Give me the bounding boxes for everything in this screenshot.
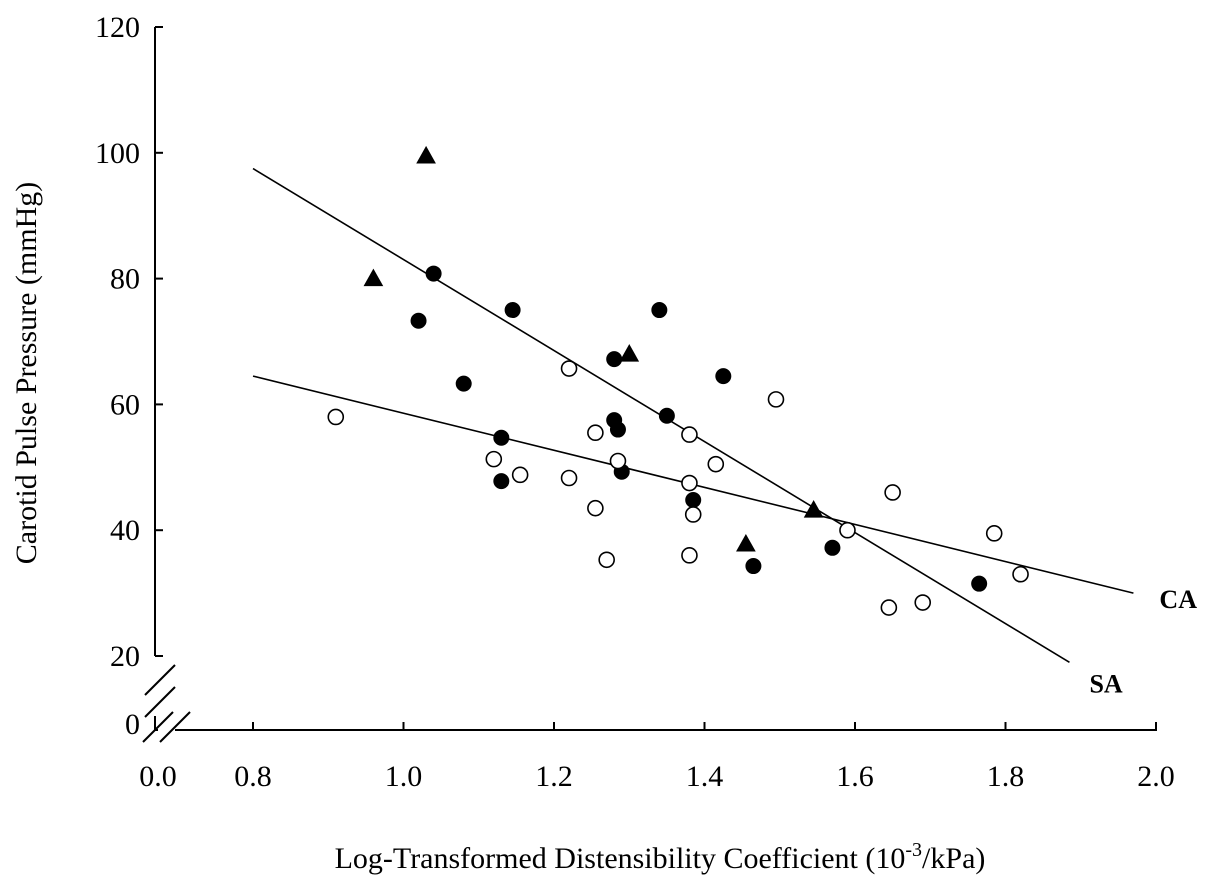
filled-circle-point [493,473,510,490]
filled-circle-point [971,575,988,592]
filled-triangle-point [619,344,640,362]
y-tick-label: 120 [95,11,140,44]
open-circle-point [707,455,725,473]
x-tick-label: 1.8 [987,760,1025,793]
filled-circle-point [410,312,427,329]
filled-circle-point [609,421,626,438]
filled-triangle-point [803,500,824,518]
x-tick-label: 0.8 [234,760,272,793]
regression-label-ca: CA [1159,585,1197,614]
filled-circle-point [651,302,668,319]
open-circle-point [485,450,503,468]
x-axis-title: Log-Transformed Distensibility Coefficie… [335,839,986,875]
y-tick-label: 40 [110,514,140,547]
open-circle-point [914,594,932,611]
filled-circle-point [685,492,702,509]
open-circle-point [884,484,901,501]
y-tick-label: 20 [110,640,140,673]
y-break-mark-lower [144,686,176,718]
regression-lines: CA SA [252,167,1197,698]
filled-circle-point [606,351,623,368]
open-circle-point [560,360,578,377]
x-tick-label: 2.0 [1137,760,1175,793]
filled-circle-point [824,539,841,556]
y-tick-label: 80 [110,263,140,296]
regression-label-sa: SA [1089,669,1122,698]
x-break-mark-right [159,711,191,743]
open-circle-point [511,466,529,484]
axis-break-marks [142,664,191,743]
open-circle-point [587,499,604,517]
open-circle-point [560,469,578,487]
open-circle-point [598,551,615,569]
axes [142,27,1157,743]
open-circle-point [985,525,1003,542]
filled-circle-point [493,429,510,446]
filled-triangle-point [416,145,436,164]
x-tick-label: 1.4 [686,760,724,793]
filled-circle-point [504,302,521,319]
filled-circle-point [745,558,762,575]
x-axis-title-tail: /kPa) [922,842,985,875]
filled-circle-point [715,368,732,385]
filled-triangle-point [363,268,384,287]
y-tick-label: 0 [125,708,140,741]
filled-circle-point [658,407,675,424]
x-tick-label: 1.0 [385,760,423,793]
open-circle-point [681,474,698,492]
open-circle-point [327,408,345,426]
x-break-mark-left [142,711,174,743]
y-axis-title: Carotid Pulse Pressure (mmHg) [10,182,43,564]
y-break-mark-upper [144,664,176,696]
x-tick-label: 0.0 [139,760,177,793]
filled-circle-point [425,265,442,282]
y-ticks: 0 20 40 60 80 100 120 [95,11,163,741]
open-circle-point [767,391,785,408]
open-circle-point [1012,565,1029,583]
data-points [327,145,1029,616]
x-ticks: 0.0 0.8 1.0 1.2 1.4 1.6 1.8 2.0 [139,722,1175,793]
x-axis-title-main: Log-Transformed Distensibility Coefficie… [335,842,906,875]
axis-titles: Carotid Pulse Pressure (mmHg) Log-Transf… [10,182,985,875]
open-circle-point [681,547,698,564]
x-tick-label: 1.2 [535,760,573,793]
open-circle-point [609,452,627,470]
x-axis-title-superscript: -3 [905,839,922,861]
open-circle-point [684,506,702,523]
y-tick-label: 100 [95,137,140,170]
open-circle-point [839,521,856,539]
x-tick-label: 1.6 [836,760,874,793]
open-circle-point [880,599,898,616]
open-circle-point [587,424,604,442]
y-tick-label: 60 [110,388,140,421]
filled-circle-point [455,375,472,392]
filled-triangle-point [736,534,756,552]
open-circle-point [681,426,698,443]
